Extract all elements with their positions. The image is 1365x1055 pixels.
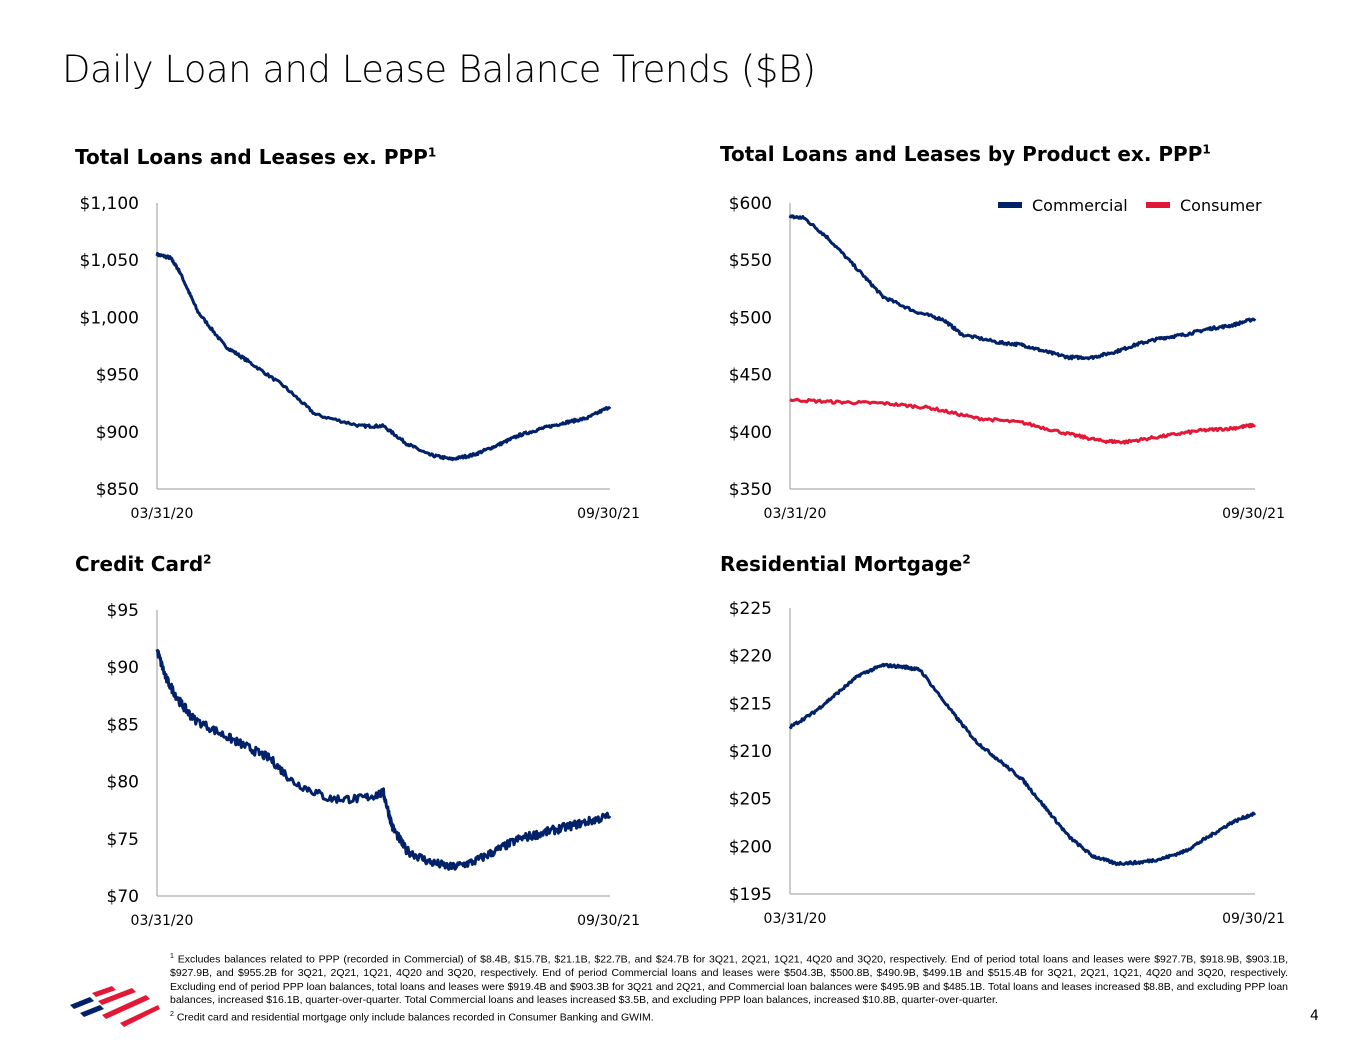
y-tick-label: $950 [96, 366, 139, 386]
footnote-text: Credit card and residential mortgage onl… [176, 1011, 654, 1024]
footnote-ref: 2 [962, 552, 971, 567]
y-tick-label: $220 [729, 647, 772, 667]
chart-title-product: Total Loans and Leases by Product ex. PP… [720, 142, 1211, 166]
footnote-ref: 1 [1202, 142, 1211, 157]
y-tick-label: $400 [729, 423, 772, 443]
chart-title-total: Total Loans and Leases ex. PPP1 [75, 145, 436, 169]
y-tick-label: $225 [729, 599, 772, 619]
x-tick-label: 03/31/20 [764, 506, 827, 522]
x-tick-label: 09/30/21 [1222, 506, 1285, 522]
bank-logo [62, 983, 162, 1032]
x-tick-label: 09/30/21 [577, 506, 640, 522]
y-tick-label: $1,050 [80, 251, 139, 271]
y-tick-label: $95 [107, 601, 139, 621]
y-tick-label: $75 [107, 830, 139, 850]
footnote-2: 2 Credit card and residential mortgage o… [170, 1008, 1288, 1025]
y-tick-label: $80 [107, 773, 139, 793]
chart-title-text: Residential Mortgage [720, 552, 963, 576]
y-tick-label: $200 [729, 837, 772, 857]
y-tick-label: $70 [107, 887, 139, 907]
legend-swatch [1146, 202, 1170, 208]
y-tick-label: $500 [729, 308, 772, 328]
y-tick-label: $1,000 [80, 308, 139, 328]
chart-1: $350 $400 $450 $500 $550 $600 03/31/20 09/30/21… [729, 194, 1285, 522]
y-tick-label: $1,100 [80, 194, 139, 214]
y-tick-label: $600 [729, 194, 772, 214]
chart-3: $195 $200 $205 $210 $215 $220 $225 03/31/20 09/3… [729, 599, 1285, 927]
legend-label: Consumer [1180, 196, 1262, 215]
chart-2: $70 $75 $80 $85 $90 $95 03/31/20 09/30/21 [107, 601, 640, 929]
x-tick-label: 09/30/21 [1222, 911, 1285, 927]
y-tick-label: $900 [96, 423, 139, 443]
y-tick-label: $550 [729, 251, 772, 271]
y-tick-label: $850 [96, 480, 139, 500]
page-number: 4 [1310, 1008, 1319, 1024]
series-line-credit-card [155, 649, 612, 871]
y-tick-label: $85 [107, 715, 139, 735]
y-tick-label: $205 [729, 790, 772, 810]
page-title: Daily Loan and Lease Balance Trends ($B) [62, 48, 816, 91]
y-tick-label: $350 [729, 480, 772, 500]
chart-title-credit-card: Credit Card2 [75, 552, 212, 576]
y-tick-label: $215 [729, 694, 772, 714]
footnote-mark: 1 [170, 953, 174, 960]
legend-label: Commercial [1032, 196, 1128, 215]
charts-canvas: $850 $900 $950 $1,000 $1,050 $1,100 03/31/20 09… [80, 194, 1285, 929]
legend-swatch [998, 202, 1022, 208]
series-line-commercial [788, 214, 1257, 361]
chart-title-text: Total Loans and Leases by Product ex. PP… [720, 142, 1203, 166]
flag-logo-icon [70, 986, 160, 1027]
chart-title-mortgage: Residential Mortgage2 [720, 552, 971, 576]
series-line-consumer [789, 397, 1257, 445]
footnote-ref: 1 [427, 145, 437, 160]
x-tick-label: 03/31/20 [764, 911, 827, 927]
footnote-text: Excludes balances related to PPP (record… [170, 953, 1288, 1007]
y-tick-label: $195 [729, 885, 772, 905]
y-tick-label: $450 [729, 366, 772, 386]
footnote-mark: 2 [170, 1010, 174, 1018]
footnote-ref: 2 [203, 552, 212, 567]
footnote-1: 1 Excludes balances related to PPP (reco… [170, 950, 1288, 1008]
y-tick-label: $210 [729, 742, 772, 762]
footnotes: 1 Excludes balances related to PPP (reco… [170, 950, 1288, 1025]
chart-title-text: Total Loans and Leases ex. PPP [75, 145, 428, 169]
x-tick-label: 09/30/21 [577, 913, 640, 929]
y-tick-label: $90 [107, 658, 139, 678]
series-line-residential-mortgage [788, 662, 1257, 867]
chart-title-text: Credit Card [75, 552, 204, 576]
x-tick-label: 03/31/20 [131, 506, 194, 522]
x-tick-label: 03/31/20 [131, 913, 194, 929]
series-line-total [155, 251, 612, 462]
chart-0: $850 $900 $950 $1,000 $1,050 $1,100 03/31/20 09… [80, 194, 640, 522]
